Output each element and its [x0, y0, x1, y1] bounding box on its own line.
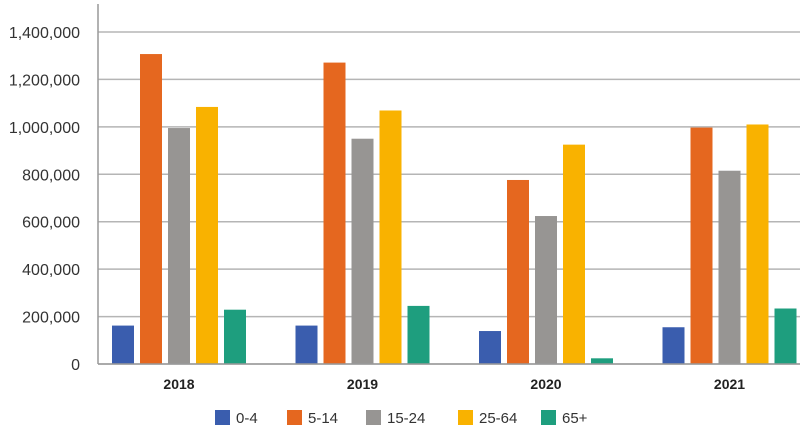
- bar-2021-25-64: [746, 124, 769, 364]
- bar-2019-0-4: [295, 325, 318, 364]
- y-tick-label: 800,000: [22, 167, 80, 184]
- y-tick-label: 400,000: [22, 262, 80, 279]
- legend-label: 0-4: [236, 410, 258, 427]
- bar-2018-65+: [224, 309, 246, 364]
- x-tick-label: 2020: [530, 376, 561, 392]
- bar-2019-65+: [407, 305, 430, 364]
- bar-2019-25-64: [379, 110, 402, 364]
- bar-2020-65+: [591, 358, 613, 364]
- bar-2019-5-14: [323, 62, 346, 364]
- y-tick-label: 0: [71, 357, 80, 374]
- legend-swatch-15-24: [366, 410, 381, 425]
- bar-2020-5-14: [507, 179, 529, 364]
- legend-swatch-5-14: [287, 410, 302, 425]
- y-tick-label: 1,200,000: [9, 72, 80, 89]
- x-tick-label: 2021: [714, 376, 745, 392]
- bar-2019-15-24: [351, 138, 374, 364]
- bar-2021-5-14: [690, 127, 713, 364]
- legend-label: 15-24: [387, 410, 425, 427]
- x-tick-label: 2018: [163, 376, 194, 392]
- bar-2020-0-4: [479, 331, 501, 364]
- x-tick-label: 2019: [347, 376, 378, 392]
- legend-swatch-65+: [541, 410, 556, 425]
- bar-2018-5-14: [140, 54, 162, 364]
- bar-2018-15-24: [168, 128, 190, 364]
- y-tick-label: 1,400,000: [9, 25, 80, 42]
- legend-label: 65+: [562, 410, 588, 427]
- bar-2021-15-24: [718, 170, 741, 364]
- bar-2021-65+: [774, 308, 797, 364]
- legend-swatch-25-64: [458, 410, 473, 425]
- legend-swatch-0-4: [215, 410, 230, 425]
- y-tick-label: 200,000: [22, 310, 80, 327]
- legend-label: 5-14: [308, 410, 338, 427]
- bar-2020-15-24: [535, 216, 557, 364]
- y-tick-label: 1,000,000: [9, 120, 80, 137]
- bar-2018-0-4: [112, 325, 134, 364]
- bar-2018-25-64: [196, 106, 218, 365]
- bar-2021-0-4: [662, 327, 685, 364]
- bar-2020-25-64: [563, 144, 585, 364]
- legend-label: 25-64: [479, 410, 517, 427]
- y-tick-label: 600,000: [22, 215, 80, 232]
